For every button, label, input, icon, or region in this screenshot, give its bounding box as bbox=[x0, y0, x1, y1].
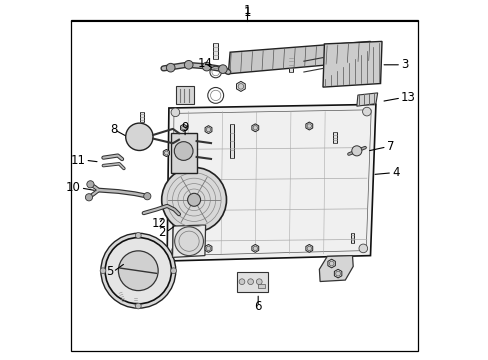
Text: 1: 1 bbox=[243, 4, 251, 17]
Circle shape bbox=[135, 303, 141, 309]
Polygon shape bbox=[305, 122, 312, 130]
Polygon shape bbox=[322, 41, 381, 87]
Bar bbox=[134, 298, 137, 307]
Text: 10: 10 bbox=[66, 181, 81, 194]
Text: 12: 12 bbox=[151, 217, 166, 230]
Text: 4: 4 bbox=[391, 166, 399, 179]
Circle shape bbox=[87, 181, 94, 188]
Circle shape bbox=[184, 60, 193, 69]
Circle shape bbox=[170, 268, 176, 274]
Polygon shape bbox=[334, 269, 341, 278]
Text: 8: 8 bbox=[110, 123, 118, 136]
Circle shape bbox=[362, 107, 370, 116]
Bar bbox=[213, 43, 218, 59]
Circle shape bbox=[187, 193, 200, 206]
Polygon shape bbox=[251, 124, 258, 132]
Circle shape bbox=[206, 127, 210, 132]
Text: 6: 6 bbox=[254, 300, 262, 313]
Circle shape bbox=[328, 261, 333, 266]
Text: 1: 1 bbox=[243, 6, 251, 19]
Text: 2: 2 bbox=[158, 226, 166, 239]
Text: 9: 9 bbox=[181, 121, 188, 134]
Circle shape bbox=[135, 233, 141, 238]
Circle shape bbox=[256, 279, 262, 284]
Polygon shape bbox=[204, 126, 211, 134]
Polygon shape bbox=[236, 81, 245, 91]
Circle shape bbox=[171, 108, 179, 117]
Polygon shape bbox=[305, 244, 312, 252]
Bar bbox=[258, 284, 264, 288]
Text: 7: 7 bbox=[386, 140, 393, 153]
Bar bbox=[170, 133, 196, 173]
Circle shape bbox=[335, 271, 340, 276]
Circle shape bbox=[306, 124, 311, 128]
Text: 5: 5 bbox=[105, 265, 113, 278]
Circle shape bbox=[218, 65, 227, 73]
Circle shape bbox=[182, 126, 185, 130]
Bar bbox=[229, 124, 234, 158]
Text: 13: 13 bbox=[400, 91, 415, 104]
Circle shape bbox=[85, 194, 92, 201]
Circle shape bbox=[164, 151, 168, 155]
Circle shape bbox=[174, 142, 193, 161]
Text: 14: 14 bbox=[197, 57, 212, 69]
Bar bbox=[350, 233, 354, 243]
Bar bbox=[176, 86, 194, 104]
Circle shape bbox=[306, 246, 311, 251]
Text: 11: 11 bbox=[70, 154, 85, 167]
Circle shape bbox=[101, 233, 175, 308]
Polygon shape bbox=[319, 256, 352, 282]
Circle shape bbox=[105, 238, 171, 304]
Circle shape bbox=[125, 123, 153, 150]
Bar bbox=[140, 112, 144, 122]
Circle shape bbox=[143, 193, 151, 200]
Circle shape bbox=[166, 63, 175, 72]
Polygon shape bbox=[204, 244, 211, 252]
Circle shape bbox=[358, 244, 367, 253]
Circle shape bbox=[247, 279, 253, 284]
Bar bbox=[119, 292, 125, 302]
Polygon shape bbox=[327, 259, 335, 268]
Circle shape bbox=[174, 227, 203, 256]
Polygon shape bbox=[251, 244, 258, 252]
Bar bbox=[332, 132, 337, 143]
Circle shape bbox=[202, 62, 211, 71]
Circle shape bbox=[238, 84, 243, 89]
Bar bbox=[236, 272, 268, 292]
Circle shape bbox=[118, 251, 158, 291]
Polygon shape bbox=[356, 93, 377, 106]
Polygon shape bbox=[172, 225, 205, 257]
Circle shape bbox=[253, 246, 257, 251]
Text: 3: 3 bbox=[400, 58, 407, 71]
Circle shape bbox=[239, 279, 244, 284]
Polygon shape bbox=[163, 149, 169, 157]
Circle shape bbox=[351, 146, 361, 156]
Polygon shape bbox=[167, 104, 375, 261]
Bar bbox=[288, 58, 293, 72]
Circle shape bbox=[206, 246, 210, 251]
Polygon shape bbox=[228, 41, 370, 74]
Polygon shape bbox=[180, 124, 186, 131]
Circle shape bbox=[162, 167, 226, 232]
Circle shape bbox=[253, 126, 257, 130]
Circle shape bbox=[171, 246, 180, 255]
Circle shape bbox=[100, 268, 106, 274]
